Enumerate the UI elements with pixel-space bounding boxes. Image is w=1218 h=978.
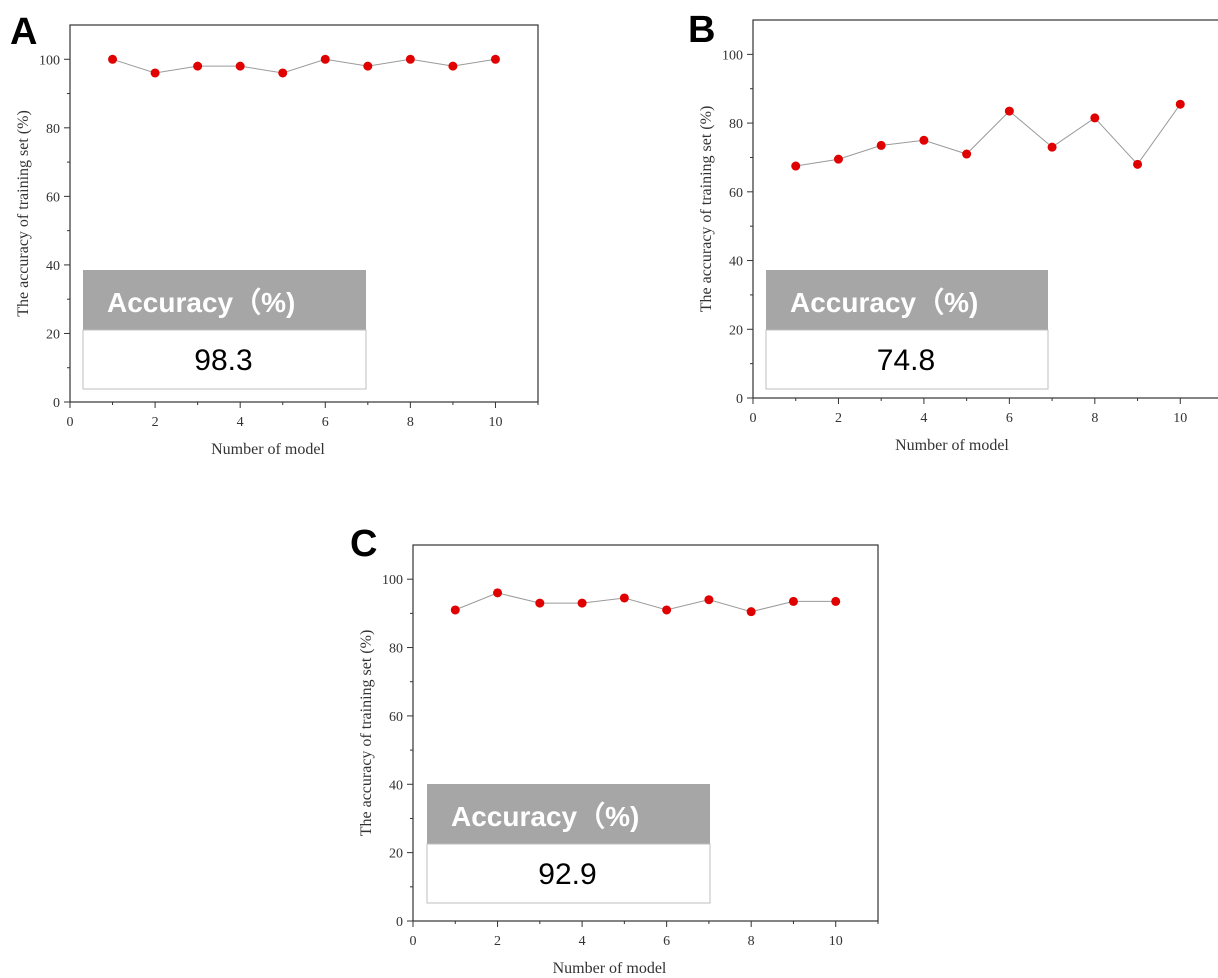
data-point [363,61,373,71]
data-point [746,607,756,617]
data-point [788,596,798,606]
y-tick-label: 20 [729,323,743,338]
x-tick-label: 4 [920,411,927,426]
series-line [795,103,1181,167]
accuracy-value-bg [765,329,1049,390]
data-point [490,54,500,64]
data-point [535,598,545,608]
y-tick-label: 100 [722,48,743,63]
y-tick-label: 80 [729,117,743,132]
x-tick-label: 2 [494,934,501,949]
data-point [493,588,503,598]
accuracy-header-bg [427,784,710,844]
data-point [320,54,330,64]
x-tick-label: 4 [579,934,586,949]
accuracy-header-bg [83,270,366,330]
data-point [662,605,672,615]
y-axis-title: The accuracy of training set (%) [698,106,715,313]
x-tick-label: 2 [835,411,842,426]
panel-c: C 0 20 40 60 80 100 0 2 4 6 8 10 Number of model The a… [350,523,879,977]
panel-letter: B [688,9,715,51]
y-tick-label: 60 [389,710,403,725]
plot-frame [752,19,1218,399]
data-point [791,161,801,171]
x-tick-label: 4 [237,415,244,430]
accuracy-value-bg [426,843,711,904]
data-point [150,68,160,78]
y-tick-label: 40 [46,259,60,274]
y-tick-label: 60 [46,190,60,205]
series-line [455,592,836,613]
y-tick-label: 100 [382,573,403,588]
data-point [1090,113,1100,123]
y-axis-title: The accuracy of training set (%) [15,110,32,317]
plot-frame [412,544,879,922]
accuracy-header: Accuracy（%) [790,286,978,318]
data-point [278,68,288,78]
y-axis-title: The accuracy of training set (%) [358,630,375,837]
x-tick-label: 0 [750,411,757,426]
panel-a: A 0 20 40 60 80 100 0 2 4 6 8 10 Number of model The a… [10,11,539,458]
y-tick-label: 0 [396,915,403,930]
data-point [405,54,415,64]
data-point [1133,159,1143,169]
data-point [450,605,460,615]
x-tick-label: 8 [748,934,755,949]
x-tick-label: 2 [152,415,159,430]
y-tick-label: 40 [729,255,743,270]
x-tick-label: 10 [1173,411,1187,426]
y-tick-label: 20 [46,327,60,342]
data-point [962,149,972,159]
data-point [919,135,929,145]
y-tick-label: 80 [389,642,403,657]
accuracy-header: Accuracy（%) [107,286,295,318]
data-point [235,61,245,71]
data-point [831,596,841,606]
data-point [1004,106,1014,116]
accuracy-value-bg [82,329,367,390]
y-tick-label: 0 [736,392,743,407]
accuracy-header-bg [766,270,1048,330]
data-point [1047,142,1057,152]
y-tick-label: 20 [389,847,403,862]
x-tick-label: 10 [488,415,502,430]
x-tick-label: 0 [67,415,74,430]
series-line [112,58,496,74]
x-tick-label: 6 [1006,411,1013,426]
x-tick-label: 6 [663,934,670,949]
x-axis-title: Number of model [553,960,667,977]
accuracy-value: 92.9 [538,858,596,891]
panel-letter: A [10,11,37,53]
x-tick-label: 6 [322,415,329,430]
panel-letter: C [350,523,377,565]
panel-b: B 0 20 40 60 80 100 0 2 4 6 8 10 Number of model The a… [688,9,1218,454]
data-point [108,54,118,64]
x-tick-label: 8 [1091,411,1098,426]
accuracy-value: 98.3 [194,344,252,377]
data-point [448,61,458,71]
y-tick-label: 80 [46,122,60,137]
data-point [876,140,886,150]
y-tick-label: 60 [729,186,743,201]
data-point [704,595,714,605]
plot-frame [69,24,539,403]
data-point [193,61,203,71]
data-point [619,593,629,603]
x-tick-label: 0 [410,934,417,949]
y-tick-label: 0 [53,396,60,411]
data-point [1175,99,1185,109]
x-axis-title: Number of model [211,441,325,458]
y-tick-label: 40 [389,778,403,793]
accuracy-value: 74.8 [877,344,935,377]
x-axis-title: Number of model [895,437,1009,454]
x-tick-label: 10 [829,934,843,949]
x-tick-label: 8 [407,415,414,430]
accuracy-header: Accuracy（%) [451,800,639,832]
data-point [577,598,587,608]
y-tick-label: 100 [39,53,60,68]
data-point [833,154,843,164]
